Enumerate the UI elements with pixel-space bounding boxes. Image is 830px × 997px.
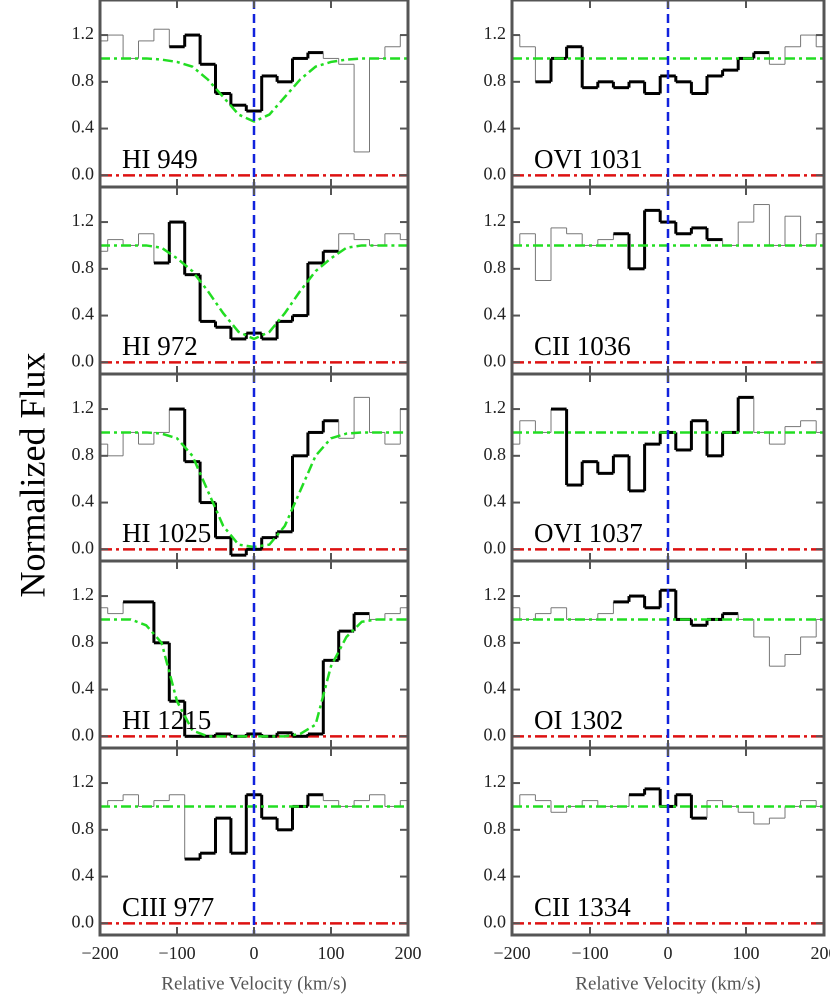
plot-area (100, 28, 408, 177)
panel: 0.0 0.4 0.8 1.2 HI 972 (72, 185, 410, 376)
panel: 0.0 0.4 0.8 1.2 −200 −100 0 100 200 Relative Velo… (484, 746, 830, 994)
y-tick-label: 1.2 (72, 397, 95, 417)
y-tick-label: 1.2 (72, 584, 95, 604)
panel: 0.0 0.4 0.8 1.2 HI 1025 (72, 372, 410, 563)
y-tick-label: 0.0 (72, 537, 95, 557)
y-tick-label: 0.8 (72, 257, 95, 277)
y-tick-label: 0.4 (72, 304, 95, 324)
y-tick-label: 0.0 (72, 724, 95, 744)
x-tick-label: −100 (571, 943, 608, 963)
y-tick-label: 0.8 (72, 70, 95, 90)
panel-label: CIII 977 (122, 892, 214, 922)
y-tick-label: 0.0 (72, 911, 95, 931)
y-tick-label: 0.0 (72, 350, 95, 370)
panel-label: OVI 1037 (534, 518, 643, 548)
y-tick-label: 0.4 (72, 491, 95, 511)
x-axis-label: Relative Velocity (km/s) (161, 973, 346, 994)
panel-label: CII 1036 (534, 331, 631, 361)
y-tick-label: 0.4 (484, 491, 507, 511)
panel-label: HI 972 (122, 331, 198, 361)
x-tick-label: −200 (81, 943, 118, 963)
x-tick-label: −100 (158, 943, 195, 963)
y-tick-label: 0.0 (484, 911, 507, 931)
x-tick-label: 200 (395, 943, 422, 963)
panel-label: HI 1215 (122, 705, 211, 735)
y-tick-label: 1.2 (484, 23, 507, 43)
y-tick-label: 1.2 (484, 210, 507, 230)
panel: 0.0 0.4 0.8 1.2 CII 1036 (484, 185, 826, 376)
panel: 0.0 0.4 0.8 1.2 HI 949 (72, 0, 410, 189)
y-tick-label: 1.2 (72, 210, 95, 230)
y-tick-label: 0.4 (72, 865, 95, 885)
y-tick-label: 0.0 (72, 163, 95, 183)
x-tick-label: −200 (493, 943, 530, 963)
y-tick-label: 0.8 (484, 818, 507, 838)
y-tick-label: 1.2 (72, 771, 95, 791)
panel-label: OI 1302 (534, 705, 623, 735)
y-axis-label: Normalized Flux (12, 353, 52, 598)
y-tick-label: 0.8 (72, 631, 95, 651)
panel-label: OVI 1031 (534, 144, 643, 174)
x-tick-label: 0 (250, 943, 259, 963)
x-tick-label: 100 (733, 943, 760, 963)
y-tick-label: 0.0 (484, 350, 507, 370)
y-tick-label: 1.2 (484, 397, 507, 417)
panel: 0.0 0.4 0.8 1.2 HI 1215 (72, 559, 410, 750)
y-tick-label: 1.2 (72, 23, 95, 43)
y-tick-label: 0.0 (484, 163, 507, 183)
panel: 0.0 0.4 0.8 1.2 OI 1302 (484, 559, 826, 750)
fit-line (100, 57, 408, 123)
panel: 0.0 0.4 0.8 1.2 OVI 1037 (484, 372, 826, 563)
x-tick-label: 100 (318, 943, 345, 963)
y-tick-label: 0.4 (72, 678, 95, 698)
y-tick-label: 0.8 (484, 257, 507, 277)
y-tick-label: 0.4 (484, 117, 507, 137)
y-tick-label: 0.8 (72, 818, 95, 838)
x-tick-label: 0 (664, 943, 673, 963)
y-tick-label: 1.2 (484, 771, 507, 791)
y-tick-label: 1.2 (484, 584, 507, 604)
panel: 0.0 0.4 0.8 1.2 −200 −100 0 100 200 Relative Velo… (72, 746, 422, 994)
y-tick-label: 0.4 (72, 117, 95, 137)
y-tick-label: 0.8 (484, 631, 507, 651)
panel-label: HI 1025 (122, 518, 211, 548)
y-tick-label: 0.0 (484, 724, 507, 744)
y-tick-label: 0.0 (484, 537, 507, 557)
panel-label: CII 1334 (534, 892, 631, 922)
fit-line (100, 244, 408, 341)
y-tick-label: 0.8 (484, 444, 507, 464)
y-tick-label: 0.4 (484, 865, 507, 885)
y-tick-label: 0.4 (484, 678, 507, 698)
x-tick-label: 200 (811, 943, 830, 963)
x-axis-label: Relative Velocity (km/s) (575, 973, 760, 994)
y-tick-label: 0.8 (484, 70, 507, 90)
y-tick-label: 0.4 (484, 304, 507, 324)
panel: 0.0 0.4 0.8 1.2 OVI 1031 (484, 0, 826, 189)
y-tick-label: 0.8 (72, 444, 95, 464)
panel-label: HI 949 (122, 144, 198, 174)
